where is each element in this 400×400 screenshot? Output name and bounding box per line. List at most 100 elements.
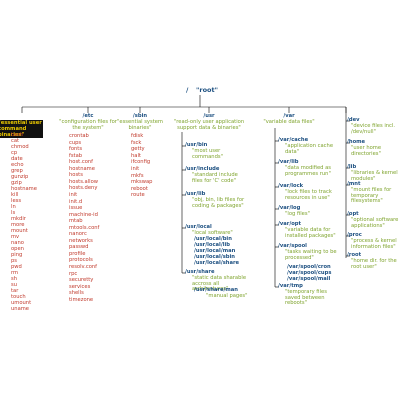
var-subdir-path: /var/spool: [278, 243, 307, 249]
var-path: /var: [283, 113, 295, 119]
top-dir-desc: "device files incl. /dev/null": [351, 123, 395, 135]
bin-file: date: [11, 156, 23, 162]
usr-desc: "read-only user application support data…: [173, 119, 245, 131]
top-dir-path: /home: [347, 139, 366, 145]
bin-file: ps: [11, 258, 17, 264]
sbin-file: route: [131, 192, 145, 199]
usr-subdir-desc: "most user commands": [192, 148, 223, 160]
top-dir-desc: "mount files for temporary filesystems": [351, 187, 392, 205]
top-dir-path: /root: [347, 252, 362, 258]
etc-desc: "configuration files for the system": [59, 119, 117, 131]
var-subdir-desc: "log files": [285, 211, 310, 217]
bin-file: ls: [11, 210, 16, 216]
bin-file: touch: [11, 294, 26, 300]
top-dir-desc: "libraries & kernel modules": [351, 170, 398, 182]
top-dir-path: /mnt: [347, 181, 361, 187]
sbin-desc: "essential system binaries": [117, 119, 163, 131]
bin-file: sh: [11, 276, 17, 282]
usr-local-subdir: /usr/local/man: [194, 248, 236, 254]
sbin-file: init: [131, 166, 140, 172]
usr-subdir-desc: "standard include files for 'C' code": [192, 172, 238, 184]
usr-subdir-path: /usr/share: [185, 269, 215, 275]
etc-file: hosts: [69, 172, 83, 179]
etc-file: nanorc: [69, 231, 87, 238]
etc-file: mtools.conf: [69, 224, 100, 231]
bin-file: su: [11, 282, 17, 288]
bin-file: gunzip: [11, 174, 29, 180]
bin-file: chmod: [11, 144, 29, 150]
usr-local-subdir: /usr/share/man: [194, 287, 238, 293]
etc-file: host.conf: [69, 159, 93, 166]
var-subdir-path: /var/lock: [278, 183, 304, 189]
etc-file: protocols: [69, 257, 93, 264]
bin-file: uname: [11, 306, 29, 312]
var-subdir-path: /var/lib: [278, 159, 299, 165]
etc-file: timezone: [69, 296, 94, 303]
bin-file: umount: [11, 300, 32, 306]
usr-subdir-path: /usr/include: [185, 166, 220, 172]
etc-file: securetty: [69, 277, 94, 284]
etc-file: mtab: [69, 218, 83, 225]
bin-file: kill: [11, 192, 19, 198]
bin-file: cp: [11, 150, 18, 156]
etc-path: /etc: [82, 113, 94, 119]
top-dir-path: /lib: [347, 164, 357, 170]
bin-file: ln: [11, 204, 16, 210]
bin-file: open: [11, 246, 24, 252]
sbin-path: /sbin: [132, 113, 148, 119]
usr-local-subdir: /usr/local/bin: [194, 236, 232, 242]
etc-file: profile: [69, 250, 86, 257]
usr-subdir-desc: "static data sharable accross all archit…: [192, 275, 247, 293]
var-subdir-desc: "application cache data": [285, 143, 334, 155]
var-subdir-path: /var/tmp: [278, 283, 303, 289]
top-dir-desc: "user home directories": [351, 145, 382, 157]
etc-file: init: [69, 191, 78, 198]
var-subdir-desc: "tasks waiting to be processed": [285, 249, 337, 261]
top-dir-path: /opt: [347, 211, 359, 217]
top-dir-desc: "home dir. for the root user": [351, 258, 397, 270]
sbin-file: reboot: [131, 185, 148, 192]
usr-local-subdir: /usr/local/share: [194, 260, 240, 266]
usr-subdir-desc: "obj, bin, lib files for coding & packag…: [192, 197, 245, 209]
bin-file: mkdir: [11, 216, 26, 222]
bin-file: more: [11, 222, 25, 228]
bin-desc: "essential user command binaries": [0, 120, 43, 138]
etc-file: services: [69, 283, 91, 290]
usr-local-subdir: /usr/local/lib: [194, 242, 230, 248]
sbin-file: getty: [131, 146, 145, 153]
etc-file: issue: [69, 205, 83, 212]
top-dir-desc: "optional software applications": [351, 217, 399, 229]
usr-subdir-path: /usr/local: [185, 224, 212, 230]
var-spool-subdir: /var/spool/mail: [287, 276, 331, 282]
root-path: /: [186, 86, 189, 94]
sbin-file: mkswap: [131, 179, 153, 186]
etc-file: rpc: [69, 270, 78, 277]
bin-file: ping: [11, 252, 23, 258]
etc-file: shells: [69, 290, 84, 297]
bin-file: mv: [11, 234, 20, 240]
top-dir-path: /proc: [347, 232, 362, 238]
bin-file: nano: [11, 240, 24, 246]
top-dir-desc: "process & kernel information files": [351, 238, 397, 250]
var-subdir-desc: "temporary files saved between reboots": [285, 289, 327, 307]
sbin-file: ifconfig: [131, 159, 151, 166]
var-subdir-desc: "variable data for installed packages": [285, 227, 336, 239]
root-desc: "root": [196, 86, 219, 94]
usr-path: /usr: [203, 113, 215, 119]
etc-file: machine-id: [69, 211, 98, 218]
etc-file: hostname: [69, 165, 95, 172]
etc-file: fonts: [69, 146, 83, 153]
usr-local-subdir: /usr/local/sbin: [194, 254, 235, 260]
var-subdir-path: /var/opt: [278, 221, 301, 227]
usr-subdir-desc: "local software": [192, 230, 233, 236]
etc-file: resolv.conf: [69, 264, 97, 270]
etc-file: hosts.deny: [69, 185, 98, 192]
etc-file: crontab: [69, 133, 89, 139]
bin-file: echo: [11, 162, 24, 168]
etc-file: init.d: [69, 198, 83, 205]
bin-file: grep: [11, 168, 23, 174]
var-desc: "variable data files": [263, 119, 315, 125]
top-dir-path: /dev: [347, 117, 360, 123]
etc-file: fstab: [69, 152, 83, 159]
